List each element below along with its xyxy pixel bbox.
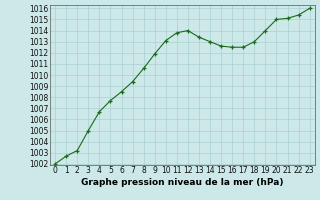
X-axis label: Graphe pression niveau de la mer (hPa): Graphe pression niveau de la mer (hPa) — [81, 178, 284, 187]
